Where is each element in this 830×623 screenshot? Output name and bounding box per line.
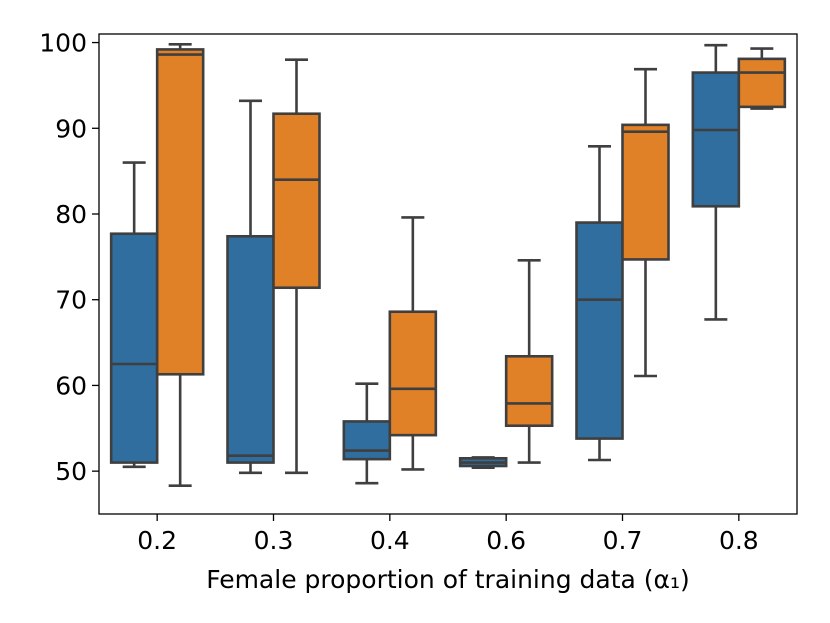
box-0.3-series-1 bbox=[226, 99, 275, 475]
box-0.6-series-1 bbox=[458, 456, 508, 470]
box-0.4-series-1 bbox=[342, 382, 392, 485]
box-body bbox=[575, 221, 624, 440]
box-0.2-series-1 bbox=[109, 161, 159, 469]
box-body bbox=[737, 57, 787, 109]
x-tick-label: 0.4 bbox=[370, 526, 410, 555]
x-axis: 0.2 0.3 0.4 0.6 0.7 0.8 bbox=[137, 514, 759, 555]
box-body bbox=[388, 310, 438, 437]
box-body bbox=[109, 232, 159, 464]
y-tick-label: 50 bbox=[55, 457, 87, 486]
y-tick-label: 60 bbox=[55, 371, 87, 400]
x-tick-label: 0.7 bbox=[603, 526, 643, 555]
y-tick-label: 90 bbox=[55, 114, 87, 143]
box-body bbox=[504, 354, 554, 428]
y-tick-label: 100 bbox=[39, 29, 87, 58]
box-0.4-series-2 bbox=[388, 216, 438, 471]
y-axis: 50 60 70 80 90 100 bbox=[39, 29, 99, 486]
box-0.8-series-2 bbox=[737, 47, 787, 110]
box-body bbox=[272, 112, 321, 290]
box-0.7-series-1 bbox=[575, 144, 624, 462]
x-tick-label: 0.3 bbox=[254, 526, 294, 555]
y-tick-label: 70 bbox=[55, 286, 87, 315]
box-0.6-series-2 bbox=[504, 258, 554, 464]
x-tick-label: 0.8 bbox=[719, 526, 759, 555]
x-tick-label: 0.6 bbox=[486, 526, 526, 555]
box-body bbox=[226, 234, 275, 464]
y-tick-label: 80 bbox=[55, 200, 87, 229]
x-tick-label: 0.2 bbox=[137, 526, 177, 555]
box-body bbox=[621, 123, 670, 261]
box-0.2-series-2 bbox=[155, 42, 205, 488]
box-0.8-series-1 bbox=[691, 43, 741, 321]
axes-frame bbox=[98, 33, 798, 515]
plot-area bbox=[109, 42, 787, 488]
box-body bbox=[342, 420, 392, 461]
box-body bbox=[155, 48, 205, 376]
box-body bbox=[691, 71, 741, 208]
box-0.7-series-2 bbox=[621, 67, 670, 378]
x-axis-label: Female proportion of training data (α₁) bbox=[206, 565, 690, 594]
box-0.3-series-2 bbox=[272, 58, 321, 475]
